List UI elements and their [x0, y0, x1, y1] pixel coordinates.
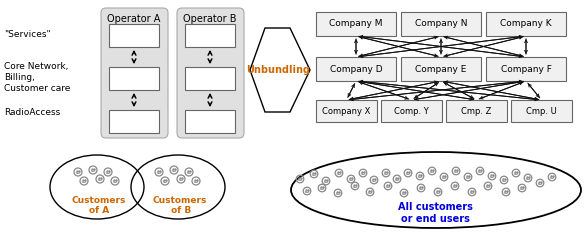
- Bar: [316, 12, 396, 36]
- Text: Operator B: Operator B: [183, 14, 237, 24]
- Bar: [486, 12, 566, 36]
- Bar: [185, 67, 235, 90]
- Bar: [109, 67, 159, 90]
- Text: Unbundling: Unbundling: [246, 65, 310, 75]
- Bar: [316, 57, 396, 81]
- Text: Cmp. U: Cmp. U: [526, 106, 557, 115]
- Bar: [511, 100, 572, 122]
- Text: "Services": "Services": [4, 30, 50, 39]
- Bar: [381, 100, 442, 122]
- Polygon shape: [250, 28, 310, 112]
- Text: Company D: Company D: [330, 64, 382, 74]
- Bar: [446, 100, 507, 122]
- Text: Company N: Company N: [415, 20, 467, 28]
- Text: Company M: Company M: [329, 20, 383, 28]
- Bar: [109, 24, 159, 47]
- Text: Company K: Company K: [500, 20, 552, 28]
- Text: RadioAccess: RadioAccess: [4, 108, 60, 117]
- Bar: [486, 57, 566, 81]
- Text: Company X: Company X: [322, 106, 371, 115]
- Bar: [401, 12, 481, 36]
- Text: Company F: Company F: [500, 64, 551, 74]
- Bar: [316, 100, 377, 122]
- Text: Customers
of A: Customers of A: [72, 196, 126, 215]
- Bar: [109, 110, 159, 133]
- Text: Customers
 of B: Customers of B: [153, 196, 207, 215]
- Text: Core Network,
Billing,
Customer care: Core Network, Billing, Customer care: [4, 62, 70, 93]
- Text: Operator A: Operator A: [107, 14, 161, 24]
- Bar: [185, 110, 235, 133]
- Text: Cmp. Z: Cmp. Z: [461, 106, 492, 115]
- Bar: [401, 57, 481, 81]
- Bar: [185, 24, 235, 47]
- Text: All customers
or end users: All customers or end users: [397, 202, 472, 223]
- FancyBboxPatch shape: [101, 8, 168, 138]
- Text: Comp. Y: Comp. Y: [394, 106, 429, 115]
- Text: Company E: Company E: [415, 64, 466, 74]
- FancyBboxPatch shape: [177, 8, 244, 138]
